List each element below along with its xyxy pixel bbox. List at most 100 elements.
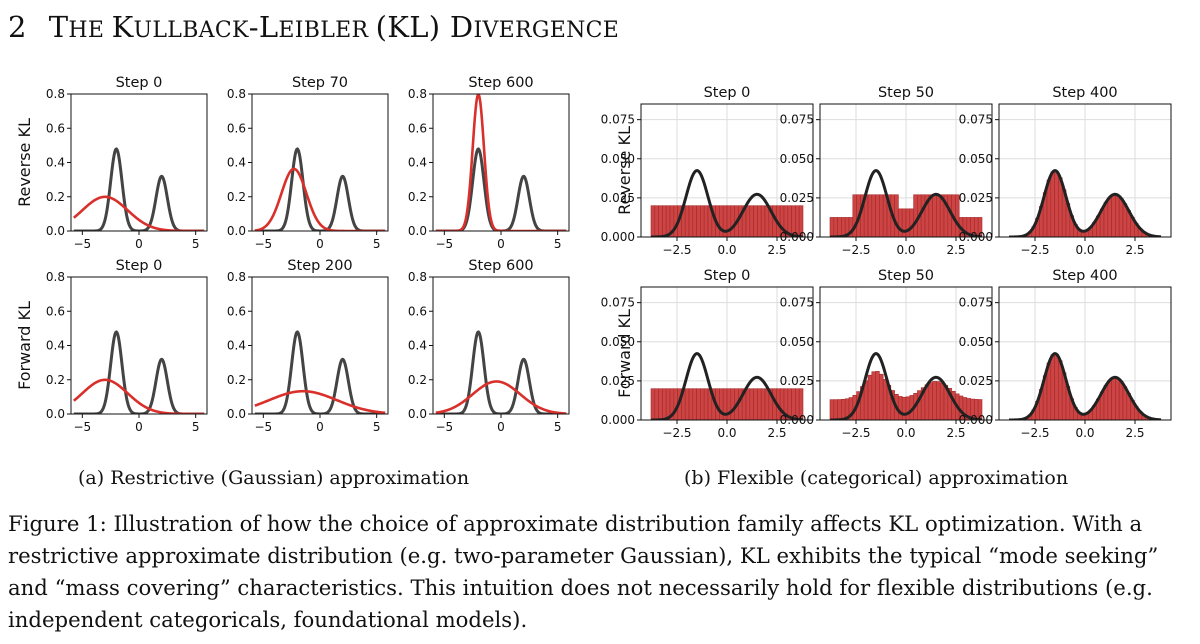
section-title-part: L [258, 10, 279, 44]
approx-density-line [73, 195, 205, 231]
x-tick-label: −2.5 [841, 426, 870, 440]
section-title-part: K [111, 10, 134, 44]
category-bar [977, 217, 983, 237]
category-bar [932, 194, 937, 237]
y-tick-label: 0.025 [601, 191, 635, 205]
category-bar [764, 388, 770, 420]
category-bar [688, 388, 694, 420]
x-tick-label: 5 [554, 420, 562, 434]
x-tick-label: 2.5 [767, 243, 786, 257]
y-tick-label: 0.075 [959, 296, 993, 310]
plot-area [254, 147, 386, 231]
category-bar [730, 205, 735, 237]
x-tick-label: 2.5 [1125, 426, 1144, 440]
y-tick-label: 0.0 [227, 224, 246, 238]
subplot-panel-b-r1c2: Step 400 0.000 0.025 0.050 0.075 −2.5 0.0 2.5 [959, 268, 1172, 440]
y-tick-label: 0.075 [601, 113, 635, 127]
plot-area [829, 352, 983, 420]
category-bar [1050, 354, 1055, 420]
subplot-title: Step 0 [704, 268, 751, 284]
category-bar [654, 388, 659, 420]
category-bar [684, 205, 690, 237]
y-tick-label: 0.4 [408, 156, 427, 170]
y-tick-label: 0.6 [46, 121, 65, 135]
y-tick-label: 0.0 [46, 407, 65, 421]
subplot-panel-b-r1c0: Step 0 0.000 0.025 0.050 0.075 −2.5 0.0 2.5 [601, 268, 814, 440]
category-bar [650, 388, 656, 420]
y-tick-label: 0.4 [227, 156, 246, 170]
category-bar [749, 388, 754, 420]
y-tick-label: 0.000 [959, 230, 993, 244]
x-tick-label: 0 [316, 420, 324, 434]
row-label: Forward KL [615, 309, 634, 398]
y-tick-label: 0.2 [227, 190, 246, 204]
subplot-title: Step 0 [704, 85, 751, 101]
subplot-panel-b-r1c1: Step 50 0.000 0.025 0.050 0.075 −2.5 0.0 2.5 [780, 268, 993, 440]
category-bar [700, 388, 705, 420]
section-title-part: - [248, 10, 259, 44]
approx-density-line [73, 378, 205, 414]
x-tick-label: −5 [254, 420, 272, 434]
subplot-title: Step 400 [1052, 85, 1117, 101]
y-tick-label: 0.6 [227, 304, 246, 318]
category-bar [905, 208, 911, 237]
category-bar [841, 217, 846, 237]
category-bar [1111, 194, 1116, 237]
figure-caption: Figure 1: Illustration of how the choice… [8, 511, 1159, 632]
y-tick-label: 0.8 [408, 270, 427, 284]
axes-frame [819, 103, 993, 238]
y-tick-label: 0.075 [780, 113, 814, 127]
subplot-title: Step 50 [878, 268, 934, 284]
section-title-part: HE [68, 18, 112, 43]
row-label: Reverse KL [15, 118, 34, 207]
x-tick-label: 5 [192, 237, 200, 251]
y-tick-label: 0.0 [408, 407, 427, 421]
subplot-title: Step 50 [878, 85, 934, 101]
section-title-part: D [449, 10, 474, 44]
category-bar [841, 399, 846, 420]
category-bar [703, 388, 709, 420]
y-tick-label: 0.8 [227, 87, 246, 101]
x-tick-label: 0 [135, 420, 143, 434]
category-bar [932, 381, 937, 420]
y-tick-label: 0.075 [959, 113, 993, 127]
category-bar [1058, 177, 1063, 237]
category-bar [662, 205, 667, 237]
y-tick-label: 0.025 [601, 374, 635, 388]
category-bar [696, 205, 701, 237]
approx-density-line [254, 167, 386, 231]
section-title-part: IVERGENCE [473, 18, 620, 43]
category-bar [745, 388, 751, 420]
section-title-part: T [48, 10, 69, 44]
y-tick-label: 0.6 [408, 121, 427, 135]
x-tick-label: −5 [73, 237, 91, 251]
y-tick-label: 0.2 [46, 190, 65, 204]
plot-area [650, 169, 804, 237]
x-tick-label: −2.5 [662, 426, 691, 440]
category-bar [719, 205, 724, 237]
subplot-panel-a-r1c2: Step 600 0.0 0.2 0.4 0.6 0.8 −5 0 5 [408, 258, 570, 434]
x-tick-label: −2.5 [1020, 243, 1049, 257]
y-tick-label: 0.000 [601, 413, 635, 427]
row-label: Forward KL [15, 301, 34, 390]
category-bar [757, 205, 762, 237]
y-tick-label: 0.075 [601, 296, 635, 310]
category-bar [901, 396, 907, 420]
x-tick-label: 0 [135, 237, 143, 251]
y-tick-label: 0.0 [227, 407, 246, 421]
category-bar [913, 194, 918, 237]
axes-frame [998, 103, 1172, 238]
category-bar [875, 194, 880, 237]
y-tick-label: 0.6 [227, 121, 246, 135]
target-density-line [830, 169, 983, 237]
plot-area [254, 330, 386, 414]
category-bar [833, 399, 838, 420]
y-tick-label: 0.4 [46, 339, 65, 353]
axes-frame [640, 103, 814, 238]
row-label: Reverse KL [615, 126, 634, 215]
category-bar [833, 217, 838, 237]
category-bar [871, 194, 876, 237]
plot-area [1008, 352, 1162, 420]
approx-density-line [435, 380, 567, 414]
x-tick-label: −5 [254, 237, 272, 251]
